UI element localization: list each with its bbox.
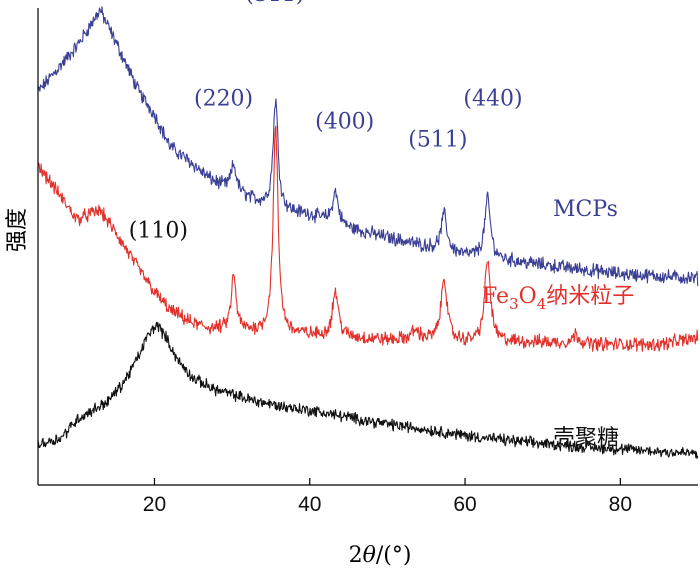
x-axis-label-2: 2 — [349, 543, 363, 568]
fe-label-o: O — [519, 284, 537, 309]
x-axis-label-theta: θ — [363, 543, 376, 568]
fe-label-fe: Fe — [482, 284, 509, 309]
series-line-chit — [37, 321, 699, 459]
x-tick-label: 60 — [453, 493, 476, 516]
x-tick-label: 80 — [609, 493, 632, 516]
peak-label: (511) — [408, 128, 467, 153]
x-ticks: 20 40 60 80 — [143, 478, 632, 516]
peak-label: (440) — [463, 87, 522, 112]
fe-label-sub3: 3 — [509, 295, 519, 313]
y-axis-label: 强度 — [5, 208, 30, 252]
x-tick-label: 40 — [298, 493, 321, 516]
peak-label: (220) — [194, 87, 253, 112]
peak-annotations: (311) (220) (400) (511) (440) (110) — [129, 0, 523, 244]
series-label-mcps: MCPs — [553, 197, 618, 222]
x-tick-label: 20 — [143, 493, 166, 516]
series-label-fe3o4: Fe3O4纳米粒子 — [482, 284, 634, 313]
peak-label: (311) — [245, 0, 304, 7]
peak-label: (400) — [315, 109, 374, 134]
series-line-mcp — [37, 6, 699, 286]
x-axis-label-unit: /(°) — [376, 543, 412, 568]
series-label-chitosan: 壳聚糖 — [553, 426, 619, 451]
series-line-fe — [37, 125, 699, 352]
peak-label: (110) — [129, 219, 188, 244]
plot-area — [37, 6, 699, 459]
fe-label-sub4: 4 — [537, 295, 547, 313]
x-axis-label: 2θ/(°) — [349, 543, 412, 568]
fe-label-nano: 纳米粒子 — [546, 284, 634, 309]
